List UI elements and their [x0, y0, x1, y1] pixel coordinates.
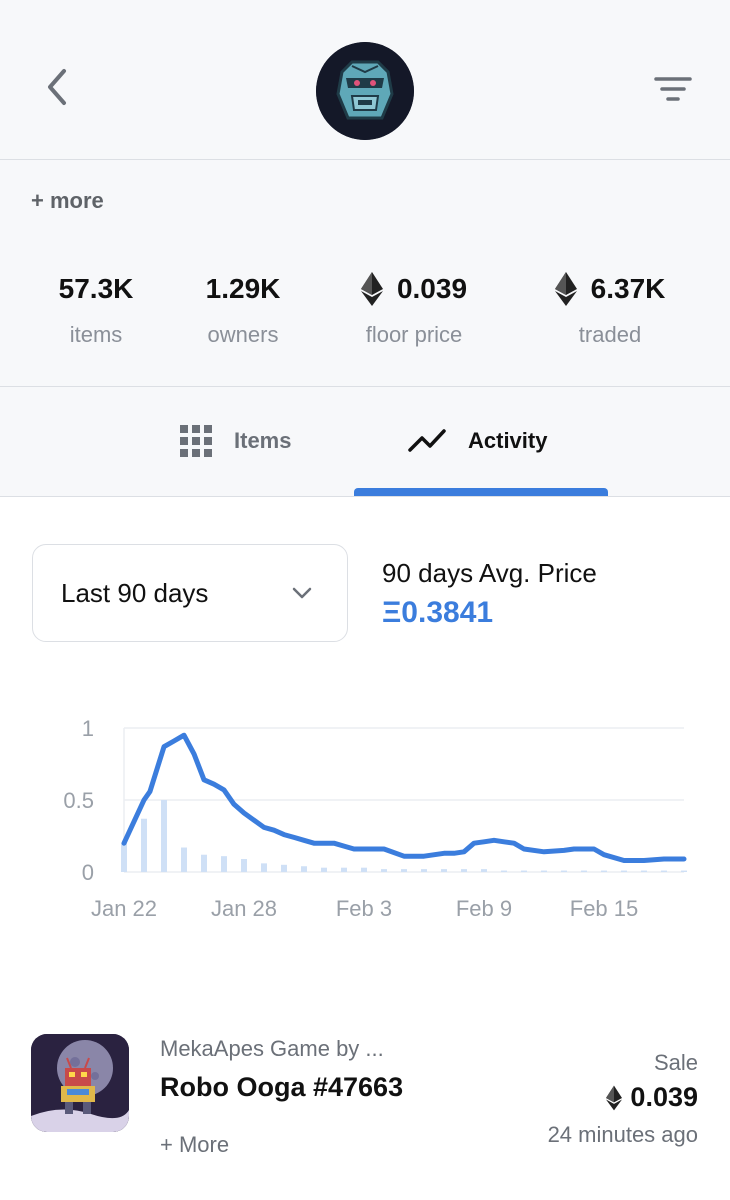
price-line	[121, 732, 687, 863]
stat-owners: 1.29K owners	[190, 270, 296, 348]
volume-bar	[461, 869, 467, 872]
volume-bar	[221, 856, 227, 872]
filter-lines-icon	[654, 77, 692, 101]
x-tick-label: Jan 28	[211, 896, 277, 921]
stat-label: traded	[578, 322, 642, 347]
stat-value: 57.3K	[40, 270, 152, 308]
x-tick-label: Feb 9	[456, 896, 512, 921]
header	[0, 0, 730, 160]
volume-bar	[521, 870, 527, 872]
volume-bar	[541, 870, 547, 872]
volume-bar	[401, 869, 407, 872]
tab-items[interactable]: Items	[180, 410, 291, 472]
volume-bar	[361, 867, 367, 872]
volume-bar	[181, 847, 187, 872]
stat-value-text: 57.3K	[58, 273, 134, 304]
avg-price-label: 90 days Avg. Price	[382, 558, 597, 588]
tab-label: Activity	[468, 428, 548, 453]
sale-time: 24 minutes ago	[547, 1122, 698, 1147]
volume-bar	[121, 843, 127, 872]
divider	[0, 386, 730, 387]
sale-price: 0.039	[606, 1082, 698, 1113]
price-chart: 0 0.5 1 Jan 22 Jan 28 Feb 3 Feb 9 Feb 15	[63, 716, 687, 921]
x-tick-label: Feb 3	[336, 896, 392, 921]
volume-bar	[381, 869, 387, 872]
y-tick-label: 0.5	[63, 788, 94, 813]
stat-value: 0.039	[344, 270, 484, 308]
volume-bar	[501, 870, 507, 872]
volume-bar	[601, 870, 607, 872]
volume-bar	[201, 854, 207, 872]
sale-more-link[interactable]: + More	[160, 1132, 230, 1157]
volume-bar	[681, 870, 687, 872]
back-button[interactable]	[22, 52, 92, 122]
avg-price-value: Ξ0.3841	[382, 596, 494, 629]
sale-type: Sale	[653, 1050, 698, 1075]
grid-icon	[180, 425, 212, 457]
chevron-left-icon	[48, 69, 66, 105]
volume-bar	[281, 864, 287, 872]
ethereum-icon	[554, 272, 577, 306]
x-tick-label: Feb 15	[570, 896, 639, 921]
stat-floor-price: 0.039 floor price	[344, 270, 484, 348]
filter-button[interactable]	[628, 52, 718, 126]
tab-label: Items	[234, 428, 292, 453]
gorilla-robot-avatar	[316, 42, 414, 140]
volume-bar	[421, 869, 427, 872]
stat-label: owners	[207, 322, 279, 347]
more-link[interactable]: + more	[31, 188, 104, 213]
stat-value: 6.37K	[540, 270, 680, 308]
volume-bar	[161, 800, 167, 872]
collection-avatar[interactable]	[316, 42, 414, 140]
volume-bar	[301, 866, 307, 872]
volume-bar	[441, 869, 447, 872]
sale-price-value: 0.039	[630, 1082, 698, 1112]
stat-value: 1.29K	[190, 270, 296, 308]
volume-bar	[321, 867, 327, 872]
stat-items: 57.3K items	[40, 270, 152, 348]
volume-bar	[561, 870, 567, 872]
trend-line-icon	[408, 429, 446, 452]
item-thumbnail[interactable]	[31, 1034, 129, 1132]
tab-activity[interactable]: Activity	[408, 410, 547, 472]
volume-bar	[621, 870, 627, 872]
ethereum-icon	[606, 1085, 623, 1110]
volume-bar	[661, 870, 667, 872]
stat-label: items	[69, 322, 123, 347]
sale-item-name[interactable]: Robo Ooga #47663	[160, 1072, 404, 1102]
volume-bar	[341, 867, 347, 872]
volume-bar	[241, 859, 247, 872]
chevron-down-icon	[292, 587, 312, 599]
stat-value-text: 6.37K	[590, 273, 666, 304]
volume-bar	[641, 870, 647, 872]
ethereum-icon	[360, 272, 383, 306]
x-tick-label: Jan 22	[91, 896, 157, 921]
stat-value-text: 0.039	[396, 273, 468, 304]
divider	[0, 496, 730, 497]
volume-bar	[261, 863, 267, 872]
stat-value-text: 1.29K	[205, 273, 281, 304]
y-tick-label: 1	[82, 716, 94, 741]
active-tab-indicator	[354, 488, 608, 496]
stat-traded: 6.37K traded	[540, 270, 680, 348]
range-select-value: Last 90 days	[61, 577, 209, 608]
stat-label: floor price	[365, 322, 463, 347]
robot-ape-thumbnail	[31, 1034, 129, 1132]
collection-panel: + more 57.3K items 1.29K owners 0.039 fl…	[0, 0, 730, 496]
volume-bar	[141, 818, 147, 872]
volume-bar	[481, 869, 487, 872]
range-select[interactable]: Last 90 days	[32, 544, 348, 642]
y-tick-label: 0	[82, 860, 94, 885]
volume-bar	[581, 870, 587, 872]
sale-collection-name[interactable]: MekaApes Game by ...	[160, 1036, 384, 1061]
